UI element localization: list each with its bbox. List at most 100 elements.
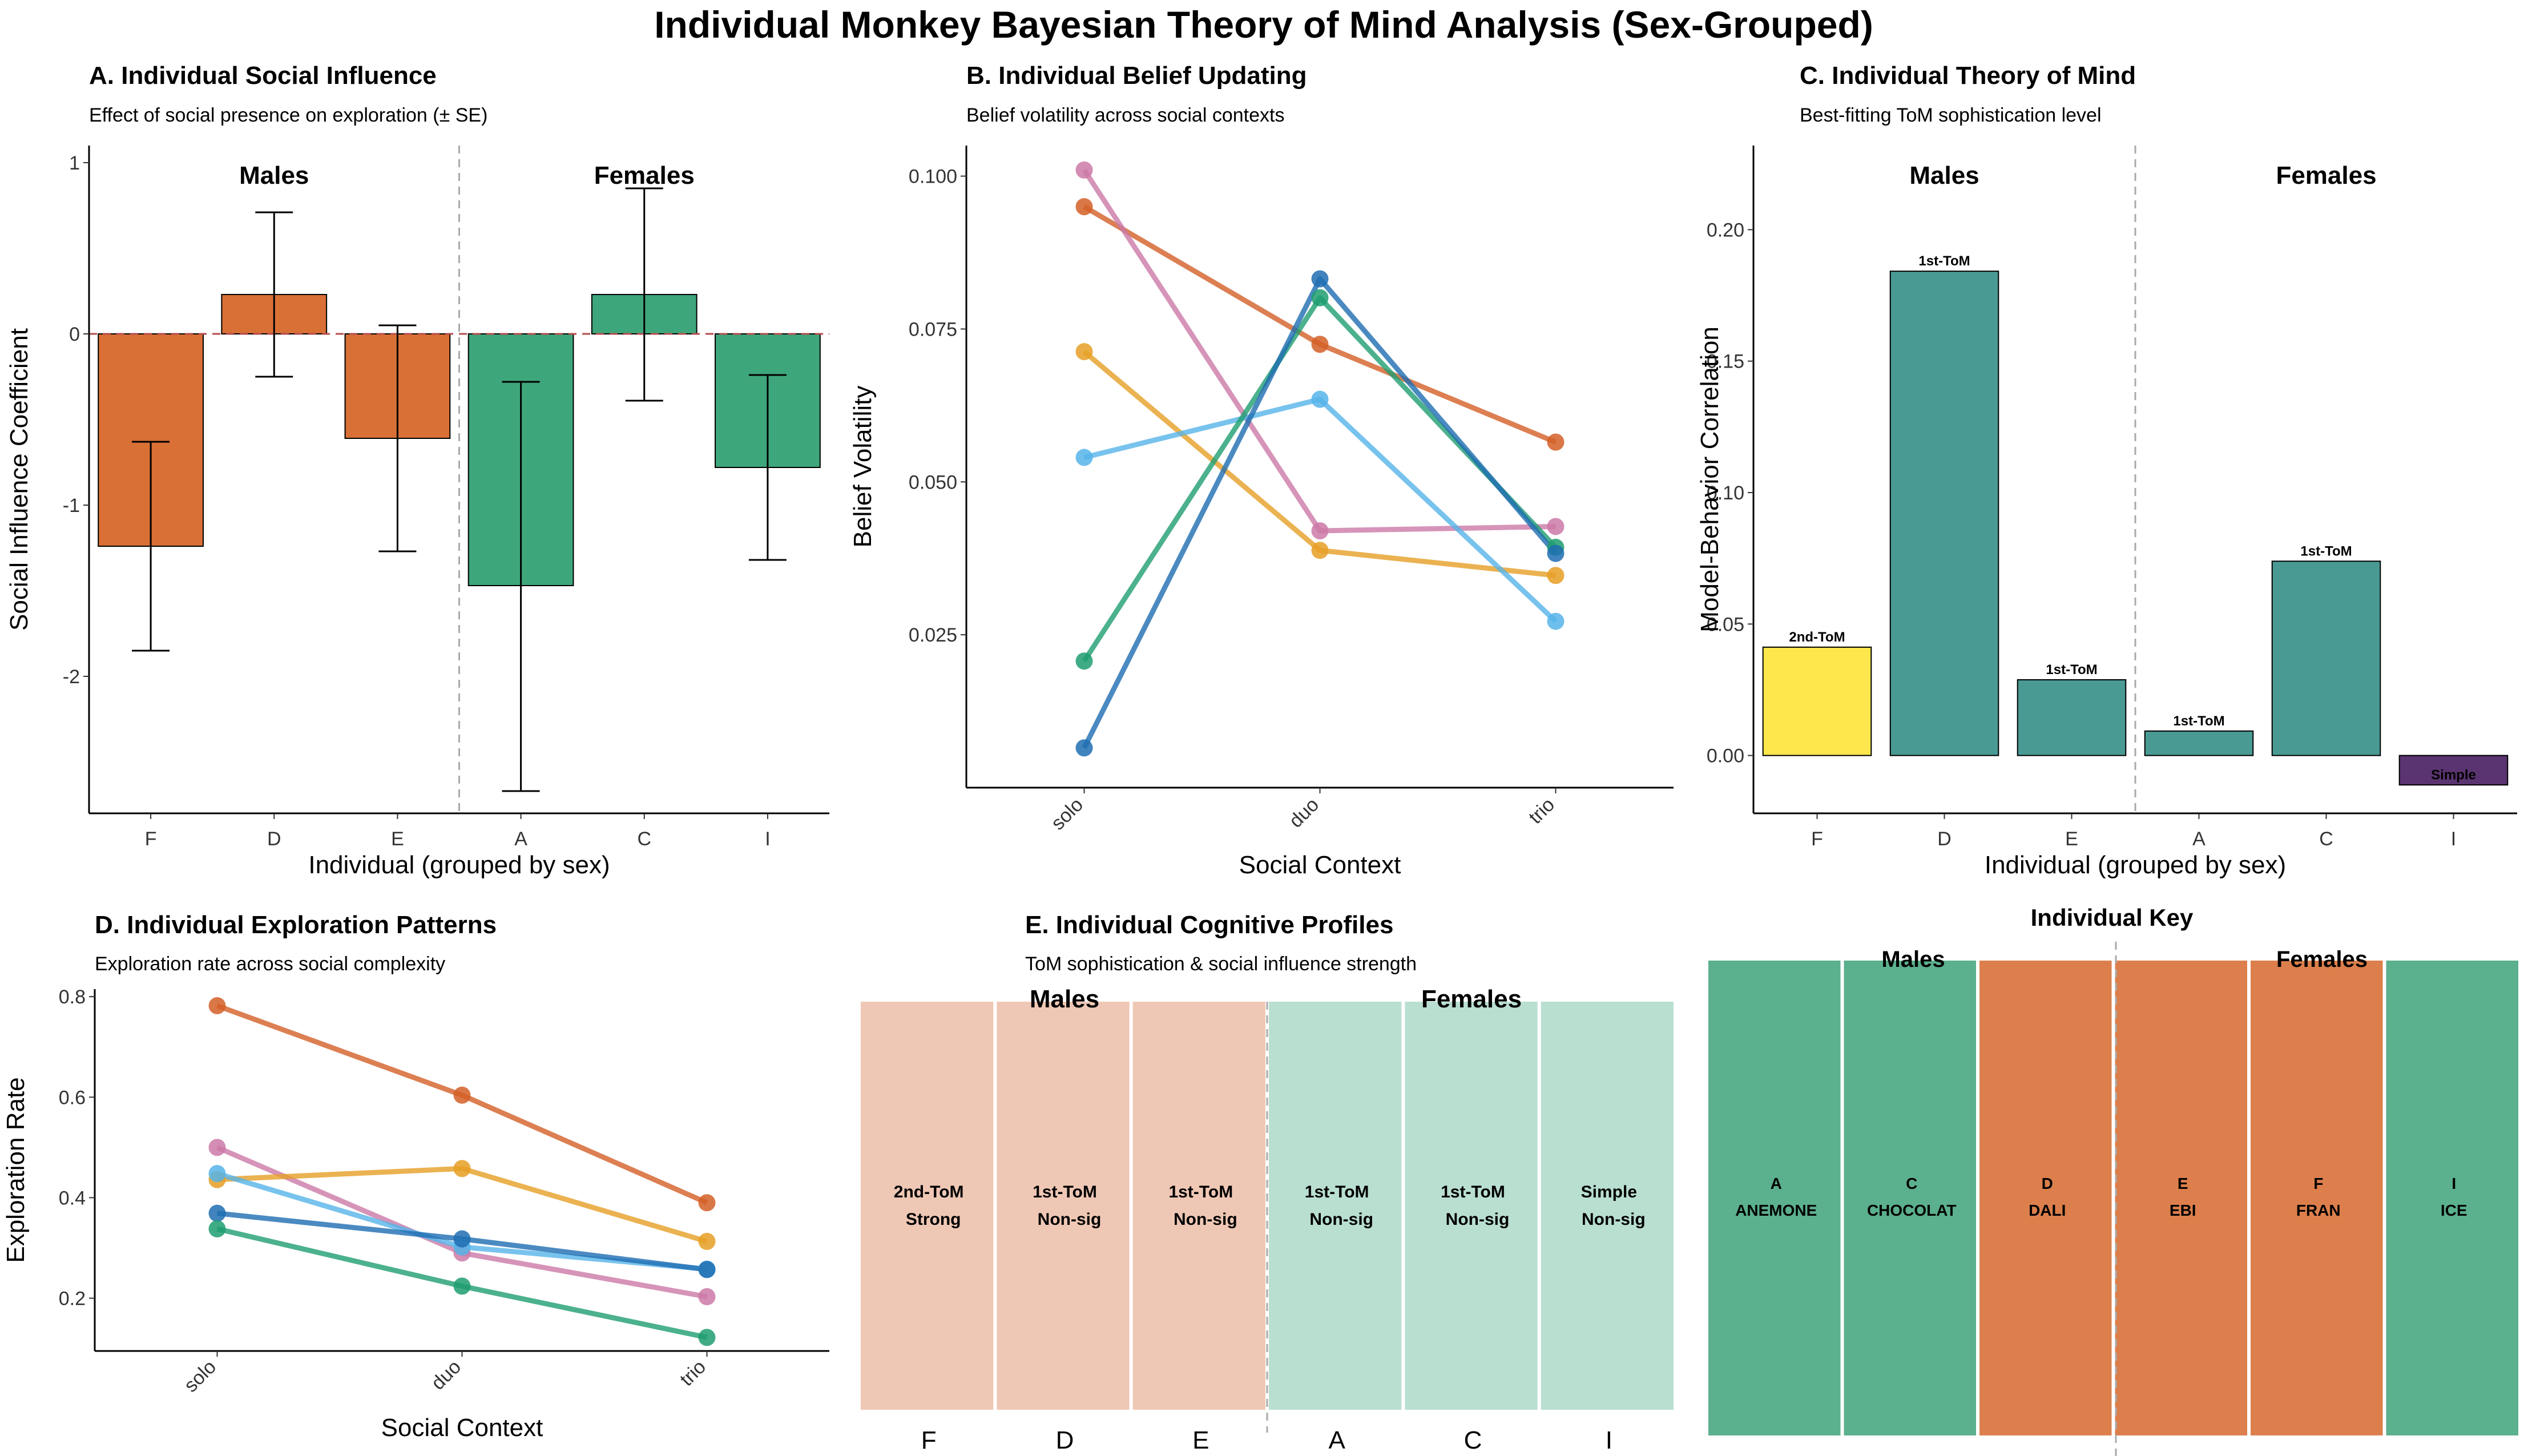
x-tick-label: I	[2451, 828, 2456, 850]
y-tick-label: -2	[63, 666, 80, 688]
data-point	[698, 1194, 716, 1212]
profile-individual-label: F	[921, 1426, 937, 1454]
profile-tom-level: 1st-ToM	[1441, 1183, 1505, 1201]
y-tick-label: 0.00	[1707, 745, 1744, 767]
bar-level-label: Simple	[2431, 767, 2476, 783]
data-point	[1547, 567, 1565, 584]
key-code: F	[2313, 1175, 2323, 1192]
y-tick-label: 0.10	[1707, 482, 1744, 504]
data-point	[208, 1165, 226, 1183]
data-point	[1311, 390, 1329, 408]
group-label-females: Females	[1421, 985, 1522, 1013]
group-label-females: Females	[594, 162, 695, 189]
y-tick-label: -1	[63, 495, 80, 517]
panel-subtitle: Belief volatility across social contexts	[966, 104, 1284, 126]
x-tick-label: D	[1937, 828, 1952, 850]
data-point	[1547, 518, 1565, 535]
data-point	[453, 1277, 471, 1295]
profile-tom-level: Simple	[1581, 1183, 1637, 1201]
key-name: EBI	[2170, 1201, 2196, 1219]
y-tick-label: 0.2	[59, 1288, 86, 1310]
y-axis-label: Belief Volatility	[849, 386, 877, 548]
data-point	[1075, 739, 1093, 757]
panel-c-theory-of-mind: C. Individual Theory of Mind Best-fitting…	[1696, 62, 2517, 879]
data-point	[1311, 336, 1329, 353]
profile-influence-strength: Non-sig	[1038, 1210, 1102, 1229]
bar-D	[1889, 271, 1999, 756]
data-point	[1075, 343, 1093, 361]
x-tick-label: F	[1811, 828, 1823, 850]
group-label-females: Females	[2276, 162, 2376, 189]
profile-tom-level: 1st-ToM	[1033, 1183, 1097, 1201]
y-axis-label: Model-Behavior Correlation	[1696, 326, 1724, 632]
y-axis-label: Social Influence Coefficient	[5, 328, 33, 631]
profile-tile-F	[861, 1002, 994, 1410]
data-point	[1075, 161, 1093, 179]
profile-individual-label: A	[1328, 1426, 1345, 1454]
x-axis-label: Social Context	[381, 1414, 543, 1442]
x-tick-label: I	[765, 828, 770, 850]
data-point	[1311, 289, 1329, 306]
key-tile-D	[1979, 961, 2112, 1435]
y-tick-label: 0.20	[1707, 219, 1744, 241]
bar-I	[2398, 755, 2509, 786]
profile-individual-label: C	[1464, 1426, 1482, 1454]
y-tick-label: 0.15	[1707, 351, 1744, 373]
profile-influence-strength: Non-sig	[1582, 1210, 1646, 1229]
data-point	[1311, 542, 1329, 559]
x-tick-label: trio	[676, 1356, 710, 1390]
y-tick-label: 0	[69, 324, 80, 345]
profile-tile-E	[1132, 1002, 1265, 1410]
x-tick-label: A	[514, 828, 527, 850]
key-tile-F	[2251, 961, 2383, 1435]
x-tick-label: duo	[427, 1356, 465, 1394]
key-name: ICE	[2441, 1201, 2467, 1219]
panel-subtitle: Best-fitting ToM sophistication level	[1800, 104, 2102, 126]
group-label-males: Males	[1909, 162, 1979, 189]
x-axis-label: Individual (grouped by sex)	[1985, 851, 2286, 879]
figure-title: Individual Monkey Bayesian Theory of Min…	[654, 3, 1873, 46]
data-point	[453, 1230, 471, 1248]
panel-title: D. Individual Exploration Patterns	[95, 911, 497, 939]
x-tick-label: trio	[1525, 794, 1559, 828]
data-point	[1311, 270, 1329, 288]
data-point	[208, 1220, 226, 1238]
panel-title: E. Individual Cognitive Profiles	[1025, 911, 1393, 939]
profile-influence-strength: Strong	[906, 1210, 961, 1229]
data-point	[698, 1288, 716, 1305]
bar-C	[2271, 560, 2381, 756]
y-tick-label: 0.4	[59, 1187, 86, 1209]
data-point	[208, 1204, 226, 1222]
bar-A	[2144, 730, 2254, 756]
panel-subtitle: Effect of social presence on exploration…	[89, 104, 487, 126]
x-tick-label: C	[637, 828, 651, 850]
x-tick-label: C	[2319, 828, 2333, 850]
panel-e-cognitive-profiles: E. Individual Cognitive Profiles ToM soph…	[861, 911, 1674, 1454]
y-tick-label: 0.050	[909, 471, 957, 493]
group-label-males: Males	[239, 162, 309, 189]
panel-title: Individual Key	[2031, 904, 2194, 931]
bar-level-label: 1st-ToM	[2046, 662, 2097, 677]
y-tick-label: 0.075	[909, 318, 957, 340]
y-axis-label: Exploration Rate	[2, 1077, 30, 1263]
panel-subtitle: Exploration rate across social complexit…	[95, 953, 445, 975]
data-point	[208, 1139, 226, 1156]
panel-title: B. Individual Belief Updating	[966, 62, 1307, 90]
panel-subtitle: ToM sophistication & social influence st…	[1025, 953, 1417, 975]
profile-tom-level: 2nd-ToM	[894, 1183, 964, 1201]
profile-individual-label: E	[1192, 1426, 1209, 1454]
profile-individual-label: D	[1056, 1426, 1074, 1454]
profile-influence-strength: Non-sig	[1174, 1210, 1237, 1229]
data-point	[1075, 449, 1093, 466]
key-tile-I	[2386, 961, 2518, 1435]
profile-influence-strength: Non-sig	[1309, 1210, 1373, 1229]
profile-tom-level: 1st-ToM	[1168, 1183, 1233, 1201]
profile-tile-D	[997, 1002, 1130, 1410]
bar-level-label: 2nd-ToM	[1789, 630, 1845, 645]
data-point	[698, 1329, 716, 1346]
bar-level-label: 1st-ToM	[2300, 543, 2352, 559]
data-point	[1547, 545, 1565, 562]
data-point	[698, 1261, 716, 1278]
panel-a-social-influence: A. Individual Social Influence Effect of …	[5, 62, 829, 879]
key-name: CHOCOLAT	[1867, 1201, 1957, 1219]
